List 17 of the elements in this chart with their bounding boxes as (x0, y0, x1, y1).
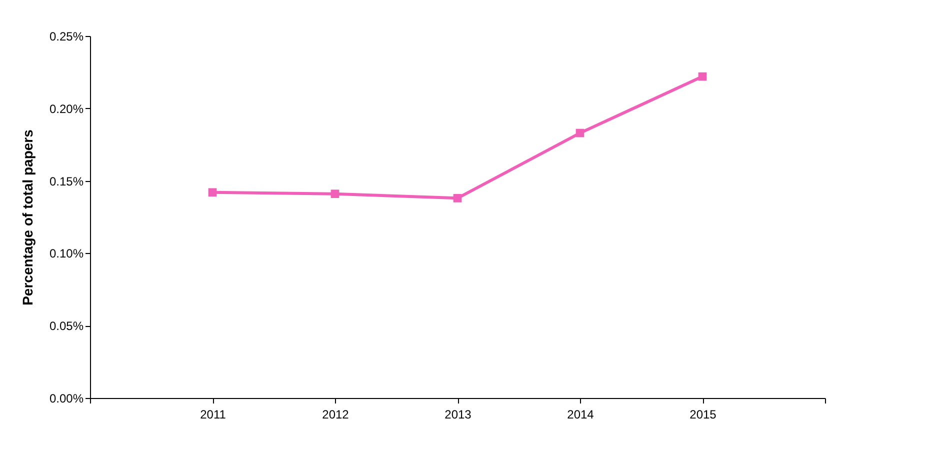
y-tick-label: 0.05% (49, 319, 84, 334)
y-tick-label: 0.20% (49, 102, 84, 116)
y-tick-label: 0.15% (49, 174, 84, 188)
y-tick-label: 0.25% (49, 30, 84, 44)
x-tick-label: 2013 (444, 408, 472, 422)
x-tick-label: 2011 (200, 408, 226, 422)
point (208, 188, 217, 197)
point (576, 128, 584, 138)
y-tick-label: 0.10% (49, 246, 84, 261)
y-axis-title: Percentage of total papers (19, 129, 36, 306)
point (330, 190, 340, 198)
x-tick-label: 2015 (690, 408, 717, 422)
x-tick-label: 2012 (322, 408, 350, 422)
point (698, 72, 707, 81)
x-tick-label: 2014 (567, 408, 594, 422)
y-tick-label: 0.00% (49, 392, 84, 406)
point (453, 194, 462, 202)
